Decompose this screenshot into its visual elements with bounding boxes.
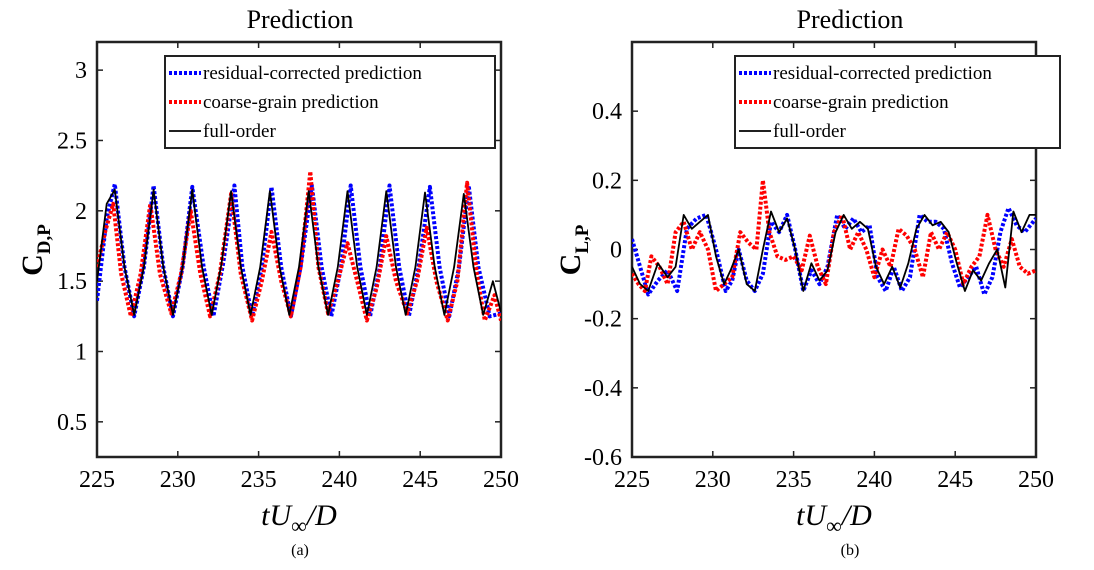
y-tick-label: 0.4 [592, 99, 622, 125]
chart-title: Prediction [797, 5, 904, 34]
panel-caption: (a) [291, 542, 309, 559]
x-axis-label-t: t [796, 499, 805, 532]
x-axis-label-sub: ∞ [826, 513, 842, 538]
legend-label: residual-corrected prediction [203, 63, 422, 84]
x-tick-label: 225 [79, 467, 115, 493]
x-axis-label: tU∞/D [261, 499, 337, 538]
y-axis-label-sub: D,P [34, 224, 55, 254]
x-tick-label: 235 [241, 467, 277, 493]
x-tick-label: 235 [776, 467, 812, 493]
legend-label: coarse-grain prediction [773, 92, 949, 113]
y-tick-label: -0.6 [584, 445, 622, 471]
legend-label: full-order [203, 121, 276, 142]
x-axis-label-u: U [269, 499, 293, 532]
series-line-full-order [632, 210, 1036, 292]
x-axis-label: tU∞/D [796, 499, 872, 538]
legend: residual-corrected prediction coarse-grai… [734, 55, 1061, 149]
y-axis-label-sub: L,P [572, 224, 593, 253]
x-tick-label: 245 [402, 467, 438, 493]
y-axis-label-main: C [16, 254, 49, 276]
y-axis-label: CL,P [554, 224, 593, 275]
x-tick-label: 240 [321, 467, 357, 493]
x-axis-label-tail: /D [305, 499, 337, 532]
y-tick-label: -0.2 [584, 307, 622, 333]
x-axis-label-t: t [261, 499, 270, 532]
x-axis-label-sub: ∞ [291, 513, 307, 538]
x-tick-label: 230 [160, 467, 196, 493]
chart-panel-b: Prediction 225 230 235 240 245 250 -0.6 -0.4 -0.2… [554, 5, 1061, 559]
y-axis-label-main: C [554, 254, 587, 276]
chart-panel-a: Prediction 225 230 235 240 245 250 0.5 1 1.5 2 2.5 3… [16, 5, 519, 559]
x-axis-label-u: U [804, 499, 828, 532]
y-tick-label: 0.5 [57, 410, 87, 436]
y-tick-label: -0.4 [584, 376, 622, 402]
series-line-coarse-grain-prediction [97, 169, 501, 323]
legend: residual-corrected prediction coarse-grai… [164, 55, 496, 149]
series-line-coarse-grain-prediction [632, 178, 1036, 293]
x-tick-label: 245 [937, 467, 973, 493]
y-tick-label: 0.2 [592, 168, 622, 194]
series-line-full-order [97, 188, 501, 316]
y-tick-label: 2.5 [57, 128, 87, 154]
y-tick-label: 0 [610, 238, 622, 264]
legend-label: residual-corrected prediction [773, 63, 992, 84]
chart-title: Prediction [247, 5, 354, 34]
y-tick-label: 3 [75, 58, 87, 84]
y-tick-label: 2 [75, 199, 87, 225]
y-tick-label: 1 [75, 339, 87, 365]
x-tick-label: 240 [856, 467, 892, 493]
x-tick-label: 230 [695, 467, 731, 493]
legend-box [164, 55, 496, 149]
x-axis-label-tail: /D [840, 499, 872, 532]
legend-label: coarse-grain prediction [203, 92, 379, 113]
x-tick-label: 225 [614, 467, 650, 493]
panel-caption: (b) [841, 542, 860, 559]
y-tick-label: 1.5 [57, 269, 87, 295]
legend-box [734, 55, 1061, 149]
x-tick-label: 250 [1018, 467, 1054, 493]
legend-label: full-order [773, 121, 846, 142]
y-axis-label: CD,P [16, 224, 55, 276]
x-tick-label: 250 [483, 467, 519, 493]
